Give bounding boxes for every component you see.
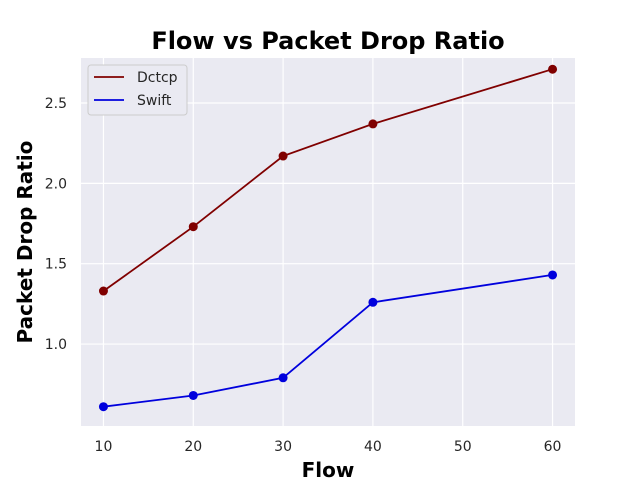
x-axis-label: Flow	[302, 458, 355, 480]
y-axis-label: Packet Drop Ratio	[13, 141, 37, 344]
y-tick-label: 2.5	[45, 96, 67, 112]
series-points	[98, 64, 558, 412]
data-point-swift	[278, 373, 288, 383]
legend-label: Dctcp	[137, 70, 178, 86]
data-point-swift	[548, 270, 558, 280]
x-tick-labels: 10 20 30 40 50 60	[95, 439, 562, 455]
x-tick-label: 60	[544, 439, 562, 455]
data-point-dctcp	[548, 64, 558, 74]
data-point-swift	[188, 390, 198, 400]
legend-label: Swift	[137, 93, 172, 109]
y-tick-label: 1.5	[45, 257, 67, 273]
data-point-dctcp	[278, 151, 288, 161]
data-point-dctcp	[188, 222, 198, 232]
data-point-swift	[368, 297, 378, 307]
chart-title: Flow vs Packet Drop Ratio	[151, 27, 504, 55]
y-tick-label: 2.0	[45, 176, 67, 192]
y-tick-label: 1.0	[45, 337, 67, 353]
x-tick-label: 30	[274, 439, 292, 455]
x-tick-label: 10	[95, 439, 113, 455]
x-tick-label: 40	[364, 439, 382, 455]
grid-lines	[81, 58, 575, 426]
y-tick-labels: 1.0 1.5 2.0 2.5	[45, 96, 67, 353]
data-point-dctcp	[368, 119, 378, 129]
legend: Dctcp Swift	[87, 64, 188, 116]
data-point-swift	[98, 402, 108, 412]
x-tick-label: 20	[184, 439, 202, 455]
data-point-dctcp	[98, 286, 108, 296]
plot-area	[81, 58, 575, 426]
x-tick-label: 50	[454, 439, 472, 455]
